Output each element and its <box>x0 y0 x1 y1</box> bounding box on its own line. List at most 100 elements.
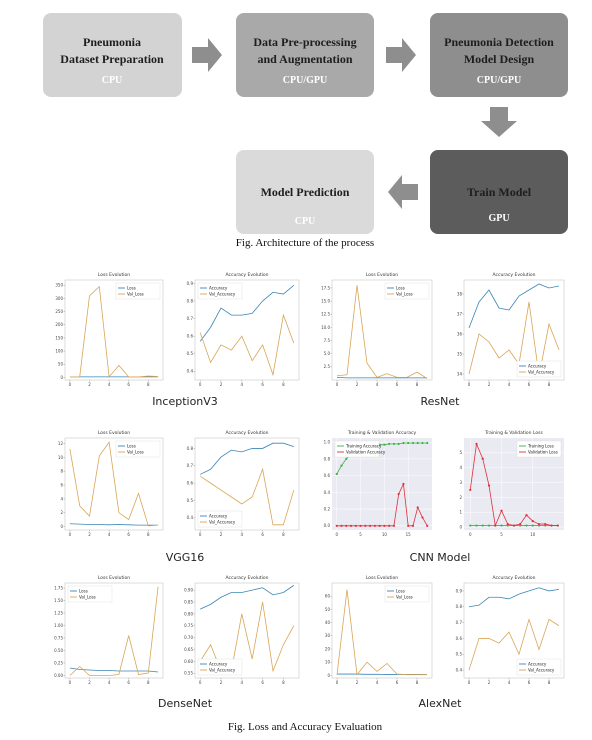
y-tick-label: 0 <box>60 524 63 529</box>
x-tick-label: 0 <box>336 680 339 685</box>
point <box>383 443 386 446</box>
arrow <box>192 38 222 72</box>
legend-label: Accuracy <box>209 285 228 290</box>
model-label: DenseNet <box>158 697 213 710</box>
series-line <box>468 587 560 608</box>
point <box>475 442 478 446</box>
point <box>340 524 343 527</box>
x-tick-label: 10 <box>530 532 536 537</box>
x-tick-label: 6 <box>261 532 264 537</box>
node-sub: CPU/GPU <box>477 75 521 86</box>
point <box>481 524 484 527</box>
y-tick-label: 0.4 <box>187 515 194 520</box>
y-tick-label: 0.00 <box>54 673 63 678</box>
y-tick-label: 1.0 <box>324 440 331 445</box>
node-title: Data Pre-processing <box>253 35 356 49</box>
x-tick-label: 6 <box>528 680 531 685</box>
y-tick-label: 0 <box>60 375 63 380</box>
legend-label: Loss <box>127 443 136 448</box>
x-tick-label: 8 <box>282 532 285 537</box>
series-line <box>199 284 295 342</box>
legend-box <box>384 282 430 300</box>
point <box>378 524 381 527</box>
point <box>411 441 415 445</box>
point <box>475 524 478 527</box>
point <box>364 524 367 527</box>
x-tick-label: 8 <box>147 680 150 685</box>
y-tick-label: 0 <box>327 673 330 678</box>
y-tick-label: 60 <box>325 594 331 599</box>
y-tick-label: 1 <box>459 510 462 515</box>
y-tick-label: 5.0 <box>324 351 331 356</box>
point <box>354 524 357 527</box>
point <box>349 524 353 527</box>
y-tick-label: 0.7 <box>187 316 194 321</box>
node-title: Pneumonia Detection <box>444 35 554 49</box>
node-box <box>430 150 568 234</box>
point <box>345 457 348 461</box>
y-tick-label: 350 <box>55 283 63 288</box>
series-line <box>468 301 560 377</box>
panel: Training & Validation Accuracy 0.0 0.2 0.4 0… <box>312 428 568 564</box>
point <box>407 441 410 445</box>
x-tick-label: 4 <box>108 382 111 387</box>
point <box>500 524 503 527</box>
point <box>416 441 419 445</box>
y-tick-label: 10 <box>58 455 64 460</box>
legend-label: Val_Accuracy <box>528 369 555 374</box>
series-line <box>69 586 159 676</box>
x-tick-label: 5 <box>359 532 362 537</box>
point <box>525 514 528 517</box>
x-tick-label: 2 <box>88 680 91 685</box>
legend-label: Validation Accuracy <box>346 449 386 454</box>
point <box>469 524 472 527</box>
x-tick-label: 8 <box>548 382 551 387</box>
arrow <box>388 175 418 209</box>
point <box>368 524 372 527</box>
node-sub: CPU <box>295 216 316 227</box>
point <box>340 464 343 467</box>
node-title: and Augmentation <box>257 52 352 66</box>
legend-box <box>384 585 430 603</box>
x-tick-label: 4 <box>376 680 379 685</box>
y-tick-label: 0.6 <box>456 636 463 641</box>
legend-label: Accuracy <box>209 661 228 666</box>
y-tick-label: 0.4 <box>456 667 463 672</box>
y-tick-label: 0.75 <box>184 623 193 628</box>
legend-label: Val_Accuracy <box>209 519 236 524</box>
point <box>426 441 429 445</box>
y-tick-label: 4 <box>459 465 462 470</box>
node-title: Model Prediction <box>261 185 350 199</box>
y-tick-label: 150 <box>55 335 63 340</box>
y-tick-label: 300 <box>55 296 63 301</box>
y-tick-label: 0.65 <box>184 647 193 652</box>
y-tick-label: 12.5 <box>321 312 330 317</box>
y-tick-label: 38 <box>457 291 463 296</box>
legend-box <box>516 440 562 458</box>
x-tick-label: 0 <box>199 382 202 387</box>
node-title: Train Model <box>467 185 532 199</box>
y-tick-label: 0.5 <box>456 652 463 657</box>
point <box>519 522 522 526</box>
model-label: ResNet <box>421 395 461 408</box>
x-tick-label: 4 <box>108 532 111 537</box>
y-tick-label: 0.8 <box>324 456 331 461</box>
point <box>397 492 400 496</box>
series-line <box>200 442 294 475</box>
point <box>531 519 534 523</box>
legend-label: Val_Loss <box>79 594 96 599</box>
x-tick-label: 6 <box>396 382 399 387</box>
y-tick-label: 7.5 <box>324 338 331 343</box>
model-label: VGG16 <box>166 551 205 564</box>
y-tick-label: 34 <box>457 371 463 376</box>
legend-box <box>115 440 161 458</box>
point <box>402 441 405 445</box>
y-tick-label: 4 <box>60 496 63 501</box>
point <box>345 524 348 527</box>
x-tick-label: 6 <box>127 680 130 685</box>
x-tick-label: 4 <box>108 680 111 685</box>
point <box>494 524 497 527</box>
node-title: Model Design <box>464 52 535 66</box>
y-tick-label: 100 <box>55 348 63 353</box>
x-tick-label: 0 <box>199 680 202 685</box>
